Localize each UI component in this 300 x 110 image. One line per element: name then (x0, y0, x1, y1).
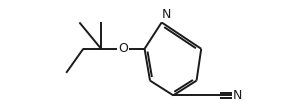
Text: N: N (162, 8, 171, 21)
Text: O: O (118, 42, 128, 55)
Text: N: N (233, 89, 242, 102)
